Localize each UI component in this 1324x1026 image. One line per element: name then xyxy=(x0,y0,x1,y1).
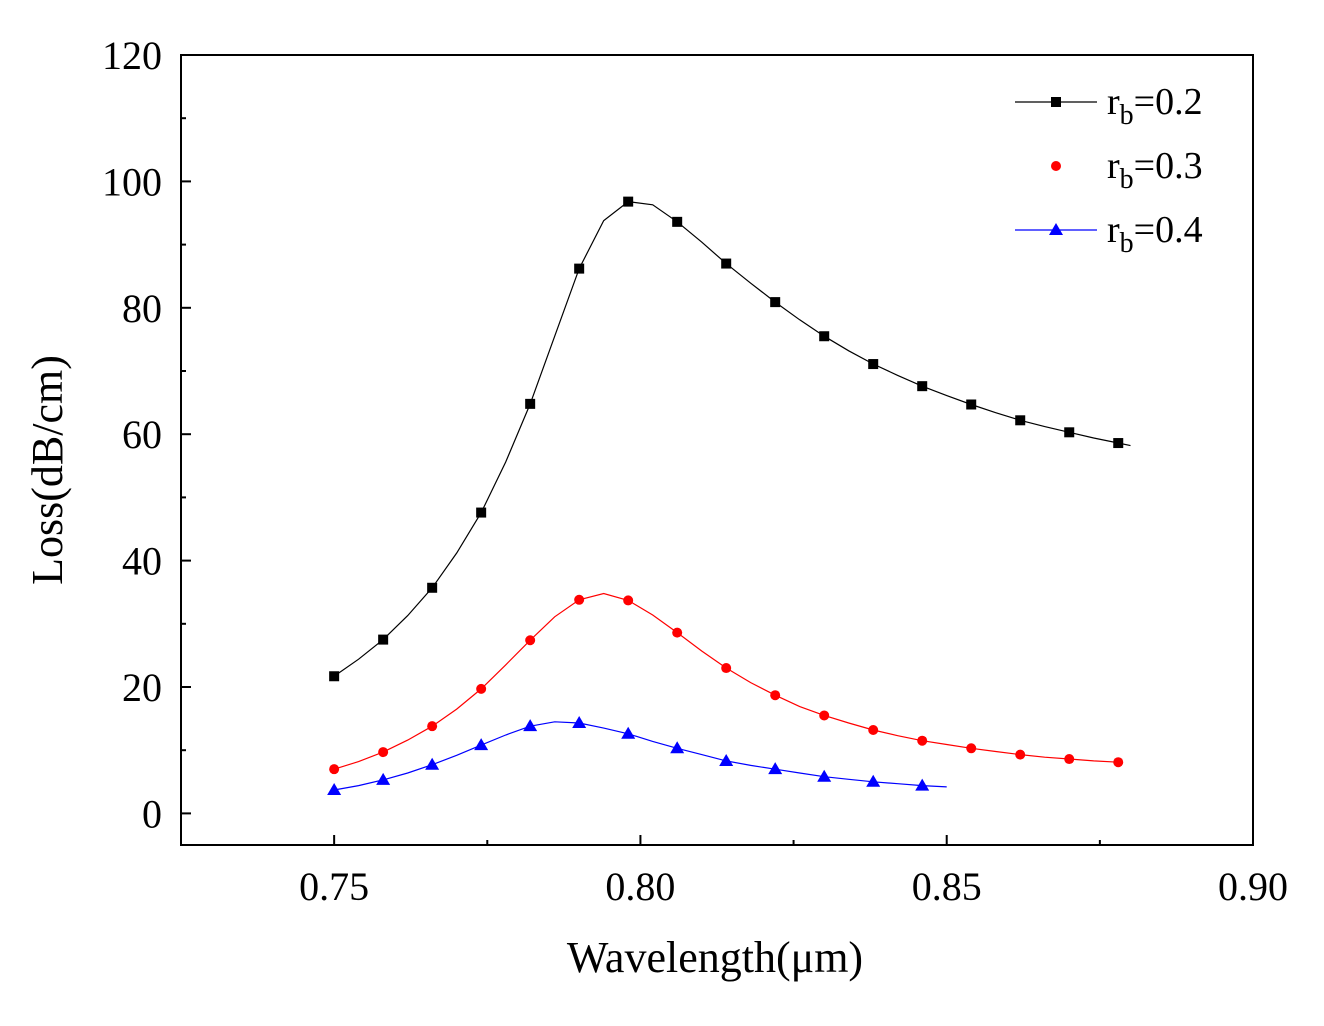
data-point xyxy=(621,726,636,739)
x-axis-ticks: 0.75 0.80 0.85 0.90 xyxy=(299,835,1288,909)
y-tick-label: 80 xyxy=(122,286,162,331)
legend-item: rb=0.3 xyxy=(1051,145,1203,195)
data-point xyxy=(721,663,732,674)
series-line xyxy=(333,200,1131,677)
data-point xyxy=(572,716,587,729)
y-tick-label: 120 xyxy=(102,33,162,78)
legend-label: rb=0.4 xyxy=(1107,209,1203,259)
series-3 xyxy=(327,716,947,796)
data-point xyxy=(574,263,585,274)
data-point xyxy=(966,399,977,410)
data-point xyxy=(719,753,734,766)
data-point xyxy=(917,735,928,746)
data-point xyxy=(525,398,536,409)
data-point xyxy=(525,635,536,646)
data-point xyxy=(768,762,783,775)
data-point xyxy=(574,594,585,605)
legend-label: rb=0.3 xyxy=(1107,145,1203,195)
legend-marker xyxy=(1049,223,1063,235)
data-point xyxy=(476,507,487,518)
series-layer xyxy=(327,196,1131,796)
legend-label: rb=0.2 xyxy=(1107,81,1203,131)
data-point xyxy=(1113,757,1124,768)
series-line xyxy=(333,721,947,791)
y-tick-label: 100 xyxy=(102,159,162,204)
y-tick-label: 60 xyxy=(122,412,162,457)
data-point xyxy=(1015,749,1026,760)
data-point xyxy=(770,690,781,701)
x-tick-label: 0.90 xyxy=(1218,864,1288,909)
data-point xyxy=(917,381,928,392)
legend: rb=0.2 rb=0.3 rb=0.4 xyxy=(1015,81,1203,259)
data-point xyxy=(819,710,830,721)
data-point xyxy=(1064,754,1075,765)
legend-marker xyxy=(1051,97,1061,107)
y-tick-label: 20 xyxy=(122,665,162,710)
legend-item: rb=0.2 xyxy=(1015,81,1203,131)
series-line xyxy=(333,592,1119,770)
data-point xyxy=(1015,415,1026,426)
data-point xyxy=(378,634,389,645)
data-point xyxy=(866,774,881,787)
data-point xyxy=(329,671,340,682)
y-axis-ticks: 0 20 40 60 80 100 120 xyxy=(102,33,191,836)
y-tick-label: 0 xyxy=(142,791,162,836)
x-axis-title: Wavelength(μm) xyxy=(567,933,863,982)
legend-item: rb=0.4 xyxy=(1015,209,1203,259)
data-point xyxy=(670,741,685,754)
data-point xyxy=(327,783,342,796)
plot-frame xyxy=(180,54,1254,846)
y-axis-title: Loss(dB/cm) xyxy=(23,355,72,585)
series-2 xyxy=(329,592,1124,775)
x-tick-label: 0.80 xyxy=(605,864,675,909)
data-point xyxy=(523,719,538,732)
data-point xyxy=(376,772,391,785)
data-point xyxy=(329,764,340,775)
data-point xyxy=(476,683,487,694)
data-point xyxy=(672,216,683,227)
data-point xyxy=(915,778,930,791)
x-tick-label: 0.85 xyxy=(912,864,982,909)
data-point xyxy=(868,359,879,370)
data-point xyxy=(817,769,832,782)
data-point xyxy=(1064,427,1075,438)
data-point xyxy=(1113,438,1124,449)
data-point xyxy=(425,757,440,770)
data-point xyxy=(721,258,732,269)
data-point xyxy=(868,724,879,735)
data-point xyxy=(474,738,489,751)
data-point xyxy=(378,747,389,758)
data-point xyxy=(966,743,977,754)
x-tick-label: 0.75 xyxy=(299,864,369,909)
data-point xyxy=(427,582,438,593)
data-point xyxy=(770,297,781,308)
data-point xyxy=(623,196,634,207)
data-point xyxy=(623,595,634,606)
series-1 xyxy=(329,196,1131,682)
data-point xyxy=(819,331,830,342)
legend-marker xyxy=(1051,161,1061,171)
data-point xyxy=(672,627,683,638)
data-point xyxy=(427,721,438,732)
y-tick-label: 40 xyxy=(122,539,162,584)
